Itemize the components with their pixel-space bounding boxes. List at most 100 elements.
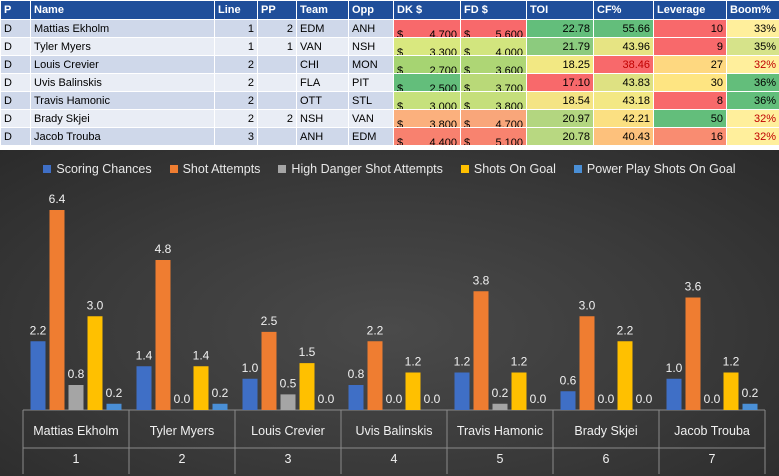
col-header-p[interactable]: P [0, 0, 31, 20]
bar-power-play-shots-on-goal[interactable] [742, 403, 758, 410]
table-row[interactable]: D Louis Crevier 2 CHI MON $2,700 $3,600 18.25 38… [0, 55, 779, 74]
data-label: 0.0 [598, 392, 615, 406]
bar-shot-attempts[interactable] [261, 331, 277, 410]
cell-fd: $3,700 [460, 73, 527, 92]
player-stats-table: P Name Line PP Team Opp DK $ FD $ TOI CF… [0, 0, 779, 146]
col-header-pp[interactable]: PP [257, 0, 297, 20]
data-label: 0.0 [318, 392, 335, 406]
cell-team: FLA [296, 73, 349, 92]
legend-item[interactable]: High Danger Shot Attempts [278, 162, 443, 176]
bar-scoring-chances[interactable] [242, 378, 258, 410]
currency-symbol: $ [464, 82, 471, 92]
cell-team: EDM [296, 19, 349, 38]
bar-power-play-shots-on-goal[interactable] [212, 403, 228, 410]
cell-boom: 32% [726, 127, 779, 146]
table-row[interactable]: D Travis Hamonic 2 OTT STL $3,000 $3,800 18.54 4… [0, 91, 779, 110]
salary-amount: 2,500 [429, 82, 457, 92]
bar-shots-on-goal[interactable] [617, 341, 633, 410]
data-label: 4.8 [155, 242, 172, 256]
cell-fd: $4,000 [460, 37, 527, 56]
col-header-opp[interactable]: Opp [348, 0, 394, 20]
cell-pp: 2 [257, 19, 297, 38]
data-label: 1.2 [454, 355, 471, 369]
data-label: 0.0 [424, 392, 441, 406]
cell-fd: $5,100 [460, 127, 527, 146]
table-row[interactable]: D Tyler Myers 1 1 VAN NSH $3,300 $4,000 21.79 43.… [0, 37, 779, 56]
bar-shots-on-goal[interactable] [193, 366, 209, 410]
table-row[interactable]: D Mattias Ekholm 1 2 EDM ANH $4,700 $5,600 22.78… [0, 19, 779, 38]
cell-opp: MON [348, 55, 394, 74]
bar-shot-attempts[interactable] [579, 316, 595, 410]
col-header-fd[interactable]: FD $ [460, 0, 527, 20]
legend-swatch [278, 165, 287, 173]
col-header-leverage[interactable]: Leverage [653, 0, 727, 20]
col-header-boom[interactable]: Boom% [726, 0, 779, 20]
x-tick-index: 4 [391, 452, 398, 466]
currency-symbol: $ [464, 28, 471, 38]
legend-item[interactable]: Scoring Chances [43, 162, 152, 176]
bar-scoring-chances[interactable] [666, 378, 682, 410]
cell-p: D [0, 55, 31, 74]
salary-amount: 4,000 [495, 46, 523, 56]
x-tick-index: 2 [179, 452, 186, 466]
data-label: 0.2 [106, 386, 123, 400]
cell-team: NSH [296, 109, 349, 128]
bar-shot-attempts[interactable] [685, 297, 701, 411]
bar-scoring-chances[interactable] [30, 341, 46, 410]
cell-toi: 22.78 [526, 19, 594, 38]
col-header-dk[interactable]: DK $ [393, 0, 461, 20]
bar-shot-attempts[interactable] [473, 291, 489, 410]
bar-shots-on-goal[interactable] [723, 372, 739, 411]
cell-team: CHI [296, 55, 349, 74]
bar-shots-on-goal[interactable] [299, 363, 315, 410]
cell-line: 2 [214, 73, 258, 92]
cell-dk: $3,800 [393, 109, 461, 128]
salary-amount: 3,600 [495, 64, 523, 74]
table-row[interactable]: D Uvis Balinskis 2 FLA PIT $2,500 $3,700 17.10 4… [0, 73, 779, 92]
chart-legend: Scoring Chances Shot Attempts High Danger … [0, 162, 779, 176]
data-label: 0.0 [386, 392, 403, 406]
cell-team: ANH [296, 127, 349, 146]
table-row[interactable]: D Brady Skjei 2 2 NSH VAN $3,800 $4,700 20.97 42.… [0, 109, 779, 128]
bar-scoring-chances[interactable] [136, 366, 152, 410]
col-header-toi[interactable]: TOI [526, 0, 594, 20]
bar-shots-on-goal[interactable] [87, 316, 103, 410]
table-row[interactable]: D Jacob Trouba 3 ANH EDM $4,400 $5,100 20.78 40.… [0, 127, 779, 146]
legend-item[interactable]: Shot Attempts [169, 162, 260, 176]
bar-power-play-shots-on-goal[interactable] [106, 403, 122, 410]
cell-leverage: 16 [653, 127, 727, 146]
bar-scoring-chances[interactable] [560, 391, 576, 410]
salary-amount: 3,300 [429, 46, 457, 56]
bar-shot-attempts[interactable] [367, 341, 383, 410]
legend-swatch [169, 165, 178, 173]
cell-leverage: 50 [653, 109, 727, 128]
cell-fd: $5,600 [460, 19, 527, 38]
cell-toi: 18.54 [526, 91, 594, 110]
col-header-line[interactable]: Line [214, 0, 258, 20]
bar-scoring-chances[interactable] [454, 372, 470, 411]
data-label: 0.0 [636, 392, 653, 406]
chart-panel: Scoring Chances Shot Attempts High Danger … [0, 150, 779, 476]
col-header-cf[interactable]: CF% [593, 0, 654, 20]
data-label: 0.0 [704, 392, 721, 406]
bar-shots-on-goal[interactable] [511, 372, 527, 411]
legend-item[interactable]: Power Play Shots On Goal [573, 162, 736, 176]
cell-pp [257, 127, 297, 146]
col-header-team[interactable]: Team [296, 0, 349, 20]
bar-shots-on-goal[interactable] [405, 372, 421, 411]
bar-high-danger-shot-attempts[interactable] [68, 385, 84, 410]
bar-scoring-chances[interactable] [348, 385, 364, 410]
data-label: 1.4 [136, 348, 153, 362]
bar-high-danger-shot-attempts[interactable] [280, 394, 296, 410]
salary-amount: 4,700 [429, 28, 457, 38]
cell-p: D [0, 37, 31, 56]
legend-swatch [43, 165, 52, 173]
data-label: 2.2 [30, 323, 47, 337]
legend-label: Power Play Shots On Goal [586, 162, 736, 176]
legend-label: Scoring Chances [56, 162, 152, 176]
bar-shot-attempts[interactable] [155, 260, 171, 410]
bar-shot-attempts[interactable] [49, 210, 65, 410]
bar-high-danger-shot-attempts[interactable] [492, 403, 508, 410]
col-header-name[interactable]: Name [30, 0, 215, 20]
legend-item[interactable]: Shots On Goal [460, 162, 556, 176]
